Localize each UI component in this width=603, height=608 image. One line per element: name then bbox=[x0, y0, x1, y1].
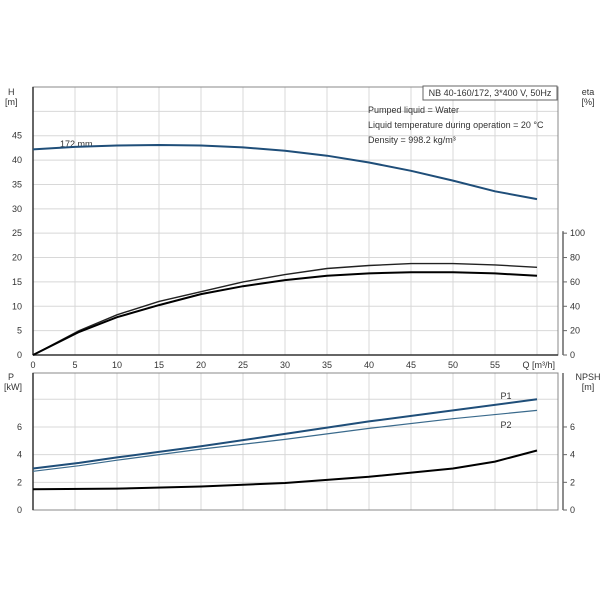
p-tick-label: 2 bbox=[17, 477, 22, 487]
y-tick-label: 40 bbox=[12, 155, 22, 165]
x-tick-label: 35 bbox=[322, 360, 332, 370]
y-tick-label: 45 bbox=[12, 131, 22, 141]
y-tick-label: 5 bbox=[17, 326, 22, 336]
x-tick-label: 30 bbox=[280, 360, 290, 370]
info-text-1: Liquid temperature during operation = 20… bbox=[368, 120, 544, 130]
p-tick-label: 4 bbox=[17, 450, 22, 460]
info-text-2: Density = 998.2 kg/m³ bbox=[368, 135, 456, 145]
y2-tick-label: 20 bbox=[570, 326, 580, 336]
y2-tick-label: 0 bbox=[570, 350, 575, 360]
npsh-tick-label: 2 bbox=[570, 477, 575, 487]
x-tick-label: 0 bbox=[30, 360, 35, 370]
x-tick-label: 15 bbox=[154, 360, 164, 370]
y2-tick-label: 80 bbox=[570, 253, 580, 263]
npsh-tick-label: 4 bbox=[570, 450, 575, 460]
x-tick-label: 20 bbox=[196, 360, 206, 370]
y-axis-label: H bbox=[8, 87, 15, 97]
npsh-tick-label: 6 bbox=[570, 422, 575, 432]
p-axis-unit: [kW] bbox=[4, 382, 22, 392]
npsh-axis-unit: [m] bbox=[582, 382, 595, 392]
y-tick-label: 0 bbox=[17, 350, 22, 360]
p2-label: P2 bbox=[500, 420, 511, 430]
info-text-0: Pumped liquid = Water bbox=[368, 105, 459, 115]
y-tick-label: 15 bbox=[12, 277, 22, 287]
p1-label: P1 bbox=[500, 391, 511, 401]
y-tick-label: 10 bbox=[12, 301, 22, 311]
x-tick-label: 40 bbox=[364, 360, 374, 370]
y-tick-label: 35 bbox=[12, 179, 22, 189]
p-tick-label: 6 bbox=[17, 422, 22, 432]
x-tick-label: 5 bbox=[72, 360, 77, 370]
y2-tick-label: 40 bbox=[570, 301, 580, 311]
chart-title: NB 40-160/172, 3*400 V, 50Hz bbox=[429, 88, 552, 98]
x-tick-label: 10 bbox=[112, 360, 122, 370]
y-tick-label: 30 bbox=[12, 204, 22, 214]
p-tick-label: 0 bbox=[17, 505, 22, 515]
y2-tick-label: 60 bbox=[570, 277, 580, 287]
npsh-axis-label: NPSH bbox=[575, 372, 600, 382]
x-tick-label: 45 bbox=[406, 360, 416, 370]
npsh-tick-label: 0 bbox=[570, 505, 575, 515]
p-axis-label: P bbox=[8, 372, 14, 382]
y2-tick-label: 100 bbox=[570, 228, 585, 238]
x-axis-label: Q [m³/h] bbox=[522, 360, 555, 370]
y-tick-label: 25 bbox=[12, 228, 22, 238]
y-tick-label: 20 bbox=[12, 253, 22, 263]
y2-axis-label: eta bbox=[582, 87, 595, 97]
x-tick-label: 55 bbox=[490, 360, 500, 370]
y-axis-unit: [m] bbox=[5, 97, 18, 107]
x-tick-label: 50 bbox=[448, 360, 458, 370]
y2-axis-unit: [%] bbox=[581, 97, 594, 107]
x-tick-label: 25 bbox=[238, 360, 248, 370]
